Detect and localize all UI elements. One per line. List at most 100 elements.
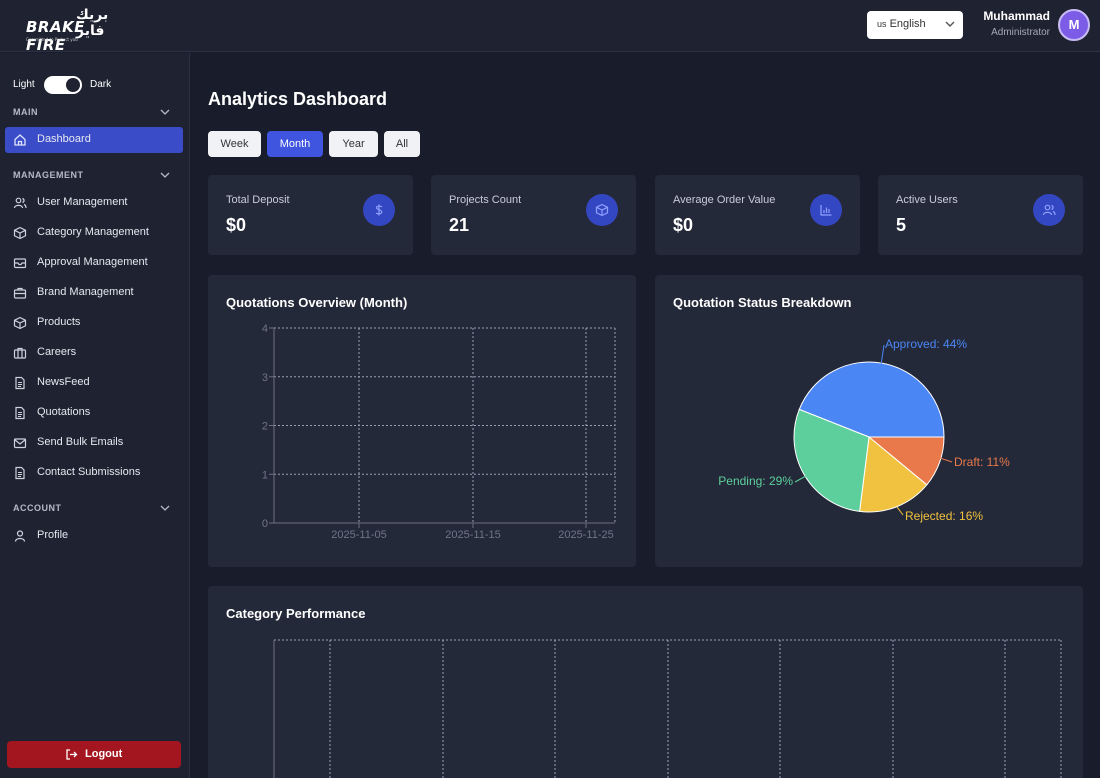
pie-slice-label: Rejected: 16% xyxy=(905,509,983,523)
box-icon xyxy=(13,226,27,240)
quotations-line-chart: 0 1 2 3 4 2025-11-05 2025-11-15 2025-11-25 xyxy=(262,323,616,541)
range-week-button[interactable]: Week xyxy=(208,131,261,157)
flag-icon: us xyxy=(877,19,887,29)
user-name[interactable]: Muhammad xyxy=(983,9,1050,23)
sidebar-item-user-management[interactable]: User Management xyxy=(5,190,183,216)
user-role: Administrator xyxy=(991,27,1050,38)
logo-brand-text: BRAKE FIRE xyxy=(26,18,85,54)
document-icon xyxy=(15,466,25,480)
top-bar: بريك فاير BRAKE FIRE Committed to Protec… xyxy=(0,0,1100,54)
theme-dark-label: Dark xyxy=(90,79,112,90)
stat-value: 21 xyxy=(449,215,470,235)
sidebar-item-approval-management[interactable]: Approval Management xyxy=(5,250,183,276)
stat-label: Projects Count xyxy=(449,194,522,206)
card-title: Category Performance xyxy=(226,606,366,621)
briefcase-icon xyxy=(13,347,27,359)
sidebar: Light Dark MAIN Dashboard MANAGEMENT Use… xyxy=(0,53,190,778)
sidebar-item-contact-submissions[interactable]: Contact Submissions xyxy=(5,460,183,486)
inbox-icon xyxy=(13,258,27,269)
y-tick-label: 0 xyxy=(262,518,268,530)
sidebar-item-label: Send Bulk Emails xyxy=(37,436,124,448)
stat-label: Average Order Value xyxy=(673,194,776,206)
theme-light-label: Light xyxy=(13,79,35,90)
x-tick-label: 2025-11-15 xyxy=(445,529,500,541)
logout-button[interactable]: Logout xyxy=(7,741,181,768)
theme-toggle[interactable] xyxy=(44,76,82,94)
sidebar-item-newsfeed[interactable]: NewsFeed xyxy=(5,370,183,396)
cube-icon xyxy=(586,194,618,226)
y-tick-label: 1 xyxy=(262,469,268,481)
range-year-button[interactable]: Year xyxy=(329,131,378,157)
stat-label: Active Users xyxy=(896,194,958,206)
chevron-down-icon xyxy=(945,21,955,27)
sidebar-item-label: Dashboard xyxy=(37,133,91,145)
box-icon xyxy=(13,316,27,330)
y-tick-label: 4 xyxy=(262,323,268,335)
logo-tagline: Committed to Protect you xyxy=(26,37,78,42)
pie-slice xyxy=(793,408,870,512)
pie-label-leader xyxy=(939,457,953,463)
sidebar-item-label: Profile xyxy=(37,529,69,541)
pie-slice xyxy=(798,361,945,438)
quotations-overview-card: Quotations Overview (Month) 0 1 2 3 4 2025-11… xyxy=(208,275,636,567)
chevron-down-icon[interactable] xyxy=(160,107,170,117)
stat-value: $0 xyxy=(226,215,247,235)
sidebar-item-brand-management[interactable]: Brand Management xyxy=(5,280,183,306)
pie-label-leader xyxy=(880,344,885,366)
range-month-button[interactable]: Month xyxy=(267,131,323,157)
sidebar-item-dashboard[interactable]: Dashboard xyxy=(5,127,183,153)
sidebar-item-category-management[interactable]: Category Management xyxy=(5,220,183,246)
sidebar-item-careers[interactable]: Careers xyxy=(5,340,183,366)
chevron-down-icon[interactable] xyxy=(160,503,170,513)
sidebar-item-profile[interactable]: Profile xyxy=(5,523,183,549)
y-tick-label: 3 xyxy=(262,372,268,384)
users-icon xyxy=(13,197,27,209)
page-title: Analytics Dashboard xyxy=(208,89,388,109)
category-performance-card: Category Performance xyxy=(208,586,1083,778)
pie-label-leader xyxy=(896,506,904,516)
pie-slice-label: Approved: 44% xyxy=(885,337,967,351)
sidebar-item-label: Contact Submissions xyxy=(37,466,141,478)
sidebar-item-label: Brand Management xyxy=(37,286,134,298)
brake-fire-logo[interactable]: بريك فاير BRAKE FIRE Committed to Protec… xyxy=(24,7,126,54)
pie-label-leader xyxy=(794,475,807,483)
sidebar-item-label: Careers xyxy=(37,346,77,358)
stat-card-average-order-value: Average Order Value $0 xyxy=(655,175,860,255)
stat-card-active-users: Active Users 5 xyxy=(878,175,1083,255)
language-select[interactable]: us English xyxy=(867,11,963,39)
logo-arabic-text: بريك فاير xyxy=(76,7,109,39)
sidebar-item-label: Approval Management xyxy=(37,256,148,268)
pie-slice-label: Draft: 11% xyxy=(954,455,1010,469)
section-management: MANAGEMENT xyxy=(13,170,84,180)
section-main: MAIN xyxy=(13,107,38,117)
mail-icon xyxy=(13,438,27,449)
avatar[interactable]: M xyxy=(1058,9,1090,41)
pie-slice-label: Pending: 29% xyxy=(718,474,793,488)
stat-card-total-deposit: Total Deposit $0 xyxy=(208,175,413,255)
stat-label: Total Deposit xyxy=(226,194,290,206)
x-tick-label: 2025-11-05 xyxy=(331,529,386,541)
bar-chart-icon xyxy=(810,194,842,226)
chevron-down-icon[interactable] xyxy=(160,170,170,180)
sidebar-item-label: Products xyxy=(37,316,81,328)
sidebar-item-label: Quotations xyxy=(37,406,91,418)
sidebar-item-label: User Management xyxy=(37,196,128,208)
sidebar-item-send-bulk-emails[interactable]: Send Bulk Emails xyxy=(5,430,183,456)
stat-value: $0 xyxy=(673,215,694,235)
category-performance-chart xyxy=(273,639,1062,778)
card-title: Quotation Status Breakdown xyxy=(673,295,852,310)
card-title: Quotations Overview (Month) xyxy=(226,295,408,310)
y-tick-label: 2 xyxy=(262,421,268,433)
logout-icon xyxy=(66,749,78,760)
dollar-icon xyxy=(363,194,395,226)
home-icon xyxy=(14,134,26,146)
document-icon xyxy=(15,376,25,390)
quotation-status-card: Quotation Status Breakdown Approved: 44%… xyxy=(655,275,1083,567)
toggle-knob xyxy=(66,78,80,92)
range-all-button[interactable]: All xyxy=(384,131,420,157)
document-icon xyxy=(15,406,25,420)
language-label: us English xyxy=(877,18,926,30)
user-icon xyxy=(14,530,26,542)
sidebar-item-products[interactable]: Products xyxy=(5,310,183,336)
sidebar-item-quotations[interactable]: Quotations xyxy=(5,400,183,426)
